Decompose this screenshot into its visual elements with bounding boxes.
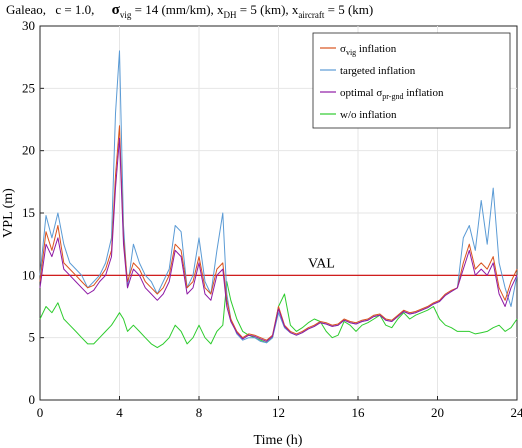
title-c-param: c = 1.0, bbox=[55, 2, 94, 17]
legend-box bbox=[312, 32, 511, 129]
y-axis-label: VPL (m) bbox=[1, 188, 16, 238]
x-tick-label: 4 bbox=[116, 405, 123, 420]
series-line-optimal bbox=[39, 137, 518, 342]
legend-label-sigma_vig: σvig inflation bbox=[340, 43, 397, 57]
y-tick-label: 20 bbox=[22, 143, 35, 158]
y-tick-label: 30 bbox=[22, 18, 35, 33]
x-tick-label: 12 bbox=[272, 405, 285, 420]
x-axis-label: Time (h) bbox=[254, 433, 303, 448]
title-xdh-sub: DH bbox=[224, 10, 237, 20]
legend-label-optimal: optimal σpr-gnd inflation bbox=[340, 87, 444, 101]
title-sigma-sub: vig bbox=[120, 10, 132, 20]
legend-label-wo: w/o inflation bbox=[340, 109, 397, 121]
x-tick-label: 8 bbox=[196, 405, 203, 420]
y-tick-label: 0 bbox=[29, 392, 36, 407]
x-tick-label: 20 bbox=[431, 405, 444, 420]
x-tick-label: 24 bbox=[511, 405, 522, 420]
title-sigma-value: = 14 (mm/km), x bbox=[131, 2, 224, 17]
legend-label-targeted: targeted inflation bbox=[340, 65, 416, 77]
y-tick-label: 10 bbox=[22, 267, 35, 282]
title-xaircraft-value: = 5 (km) bbox=[324, 2, 373, 17]
y-tick-label: 25 bbox=[22, 80, 35, 95]
x-tick-label: 0 bbox=[37, 405, 44, 420]
y-tick-label: 5 bbox=[29, 330, 36, 345]
axis-ticks: 0 4 8 12 16 20 24 0 5 10 15 20 25 30 bbox=[22, 18, 522, 420]
y-tick-label: 15 bbox=[22, 205, 35, 220]
x-tick-label: 16 bbox=[352, 405, 366, 420]
val-label: VAL bbox=[308, 256, 335, 271]
title-location: Galeao, bbox=[6, 2, 46, 17]
title-xaircraft-sub: aircraft bbox=[298, 10, 324, 20]
title-sigma-symbol: σ bbox=[112, 2, 121, 18]
title-xdh-value: = 5 (km), x bbox=[237, 2, 299, 17]
series-layer bbox=[39, 50, 518, 349]
legend: σvig inflation targeted inflation optimal … bbox=[312, 32, 511, 129]
chart-title: Galeao, c = 1.0, σvig = 14 (mm/km), xDH … bbox=[6, 2, 373, 20]
